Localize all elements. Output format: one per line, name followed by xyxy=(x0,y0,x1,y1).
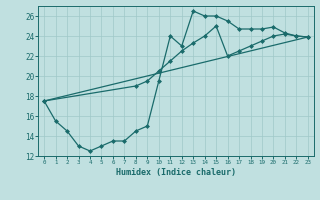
X-axis label: Humidex (Indice chaleur): Humidex (Indice chaleur) xyxy=(116,168,236,177)
